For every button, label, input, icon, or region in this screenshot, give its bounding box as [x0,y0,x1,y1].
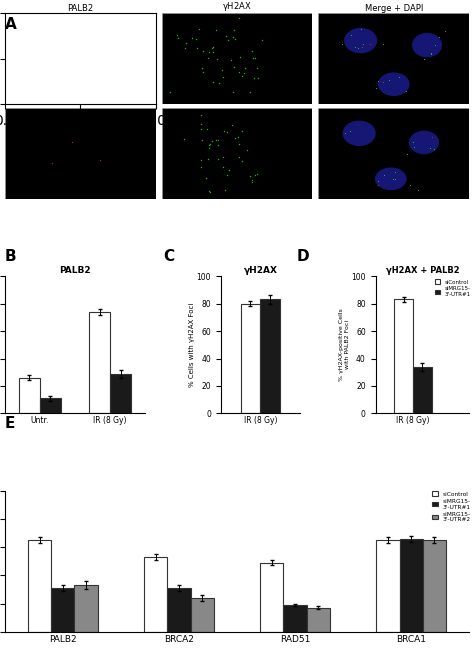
Bar [307,608,330,632]
Text: C: C [164,249,174,265]
Bar [260,563,283,632]
Ellipse shape [343,120,376,146]
Bar [191,598,214,632]
Bar [376,540,400,632]
Ellipse shape [375,168,407,190]
Title: $\mathregular{\gamma}$H2AX: $\mathregular{\gamma}$H2AX [222,0,252,13]
Text: A: A [5,17,17,32]
Bar [19,378,40,414]
Ellipse shape [344,28,377,53]
Bar [110,374,131,414]
Y-axis label: % Cells with γH2AX Foci: % Cells with γH2AX Foci [189,303,195,387]
Bar [260,299,280,414]
Bar [394,299,413,414]
Title: γH2AX: γH2AX [244,267,277,275]
Title: PALB2: PALB2 [59,267,91,275]
Bar [28,540,51,632]
Bar [89,312,110,414]
Title: PALB2: PALB2 [67,3,93,13]
Title: Merge + DAPI: Merge + DAPI [365,3,423,13]
Y-axis label: % γH2AX-positive Cells
with PALB2 Foci: % γH2AX-positive Cells with PALB2 Foci [339,309,350,381]
Ellipse shape [378,72,410,96]
Bar [167,588,191,632]
Text: B: B [5,249,17,265]
Bar [74,585,98,632]
Bar [423,540,446,632]
Bar [400,539,423,632]
Ellipse shape [409,130,439,154]
Bar [283,605,307,632]
Bar [144,557,167,632]
Legend: siControl, siMRG15-
3'-UTR#1, siMRG15-
3'-UTR#2: siControl, siMRG15- 3'-UTR#1, siMRG15- 3… [432,491,471,523]
Title: γH2AX + PALB2: γH2AX + PALB2 [386,267,459,275]
Ellipse shape [412,33,442,57]
Bar [240,304,260,414]
Text: D: D [296,249,309,265]
Bar [51,588,74,632]
Bar [413,367,432,414]
Text: E: E [5,416,15,431]
Bar [40,398,61,414]
Legend: siControl, siMRG15-
3'-UTR#1: siControl, siMRG15- 3'-UTR#1 [435,279,471,297]
